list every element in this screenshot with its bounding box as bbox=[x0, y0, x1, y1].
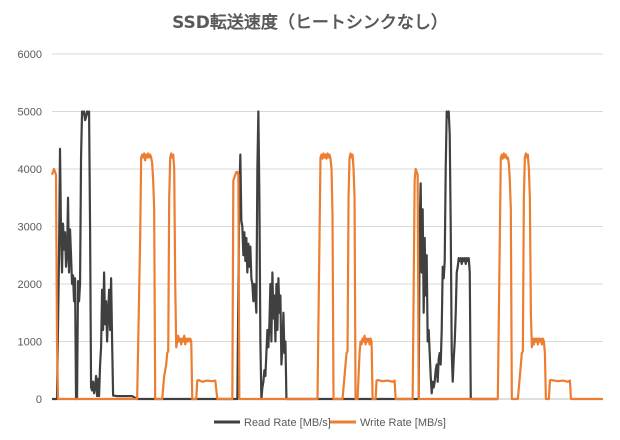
gridlines bbox=[52, 53, 603, 400]
y-tick-label: 4000 bbox=[18, 164, 42, 176]
y-tick-label: 1000 bbox=[18, 337, 42, 349]
series-line bbox=[52, 110, 498, 401]
y-tick-label: 3000 bbox=[18, 222, 42, 234]
legend-label: Read Rate [MB/s] bbox=[244, 417, 331, 429]
y-tick-label: 6000 bbox=[18, 49, 42, 61]
y-tick-label: 2000 bbox=[18, 279, 42, 291]
y-axis-ticks: 0 1000 2000 3000 4000 5000 6000 bbox=[18, 49, 42, 406]
legend-label: Write Rate [MB/s] bbox=[360, 417, 446, 429]
chart-title: SSD転送速度（ヒートシンクなし） bbox=[172, 13, 448, 33]
series-line bbox=[50, 152, 603, 401]
y-tick-label: 5000 bbox=[18, 107, 42, 119]
legend: Read Rate [MB/s] Write Rate [MB/s] bbox=[214, 417, 446, 429]
y-tick-label: 0 bbox=[36, 394, 42, 406]
series-lines bbox=[50, 110, 603, 401]
